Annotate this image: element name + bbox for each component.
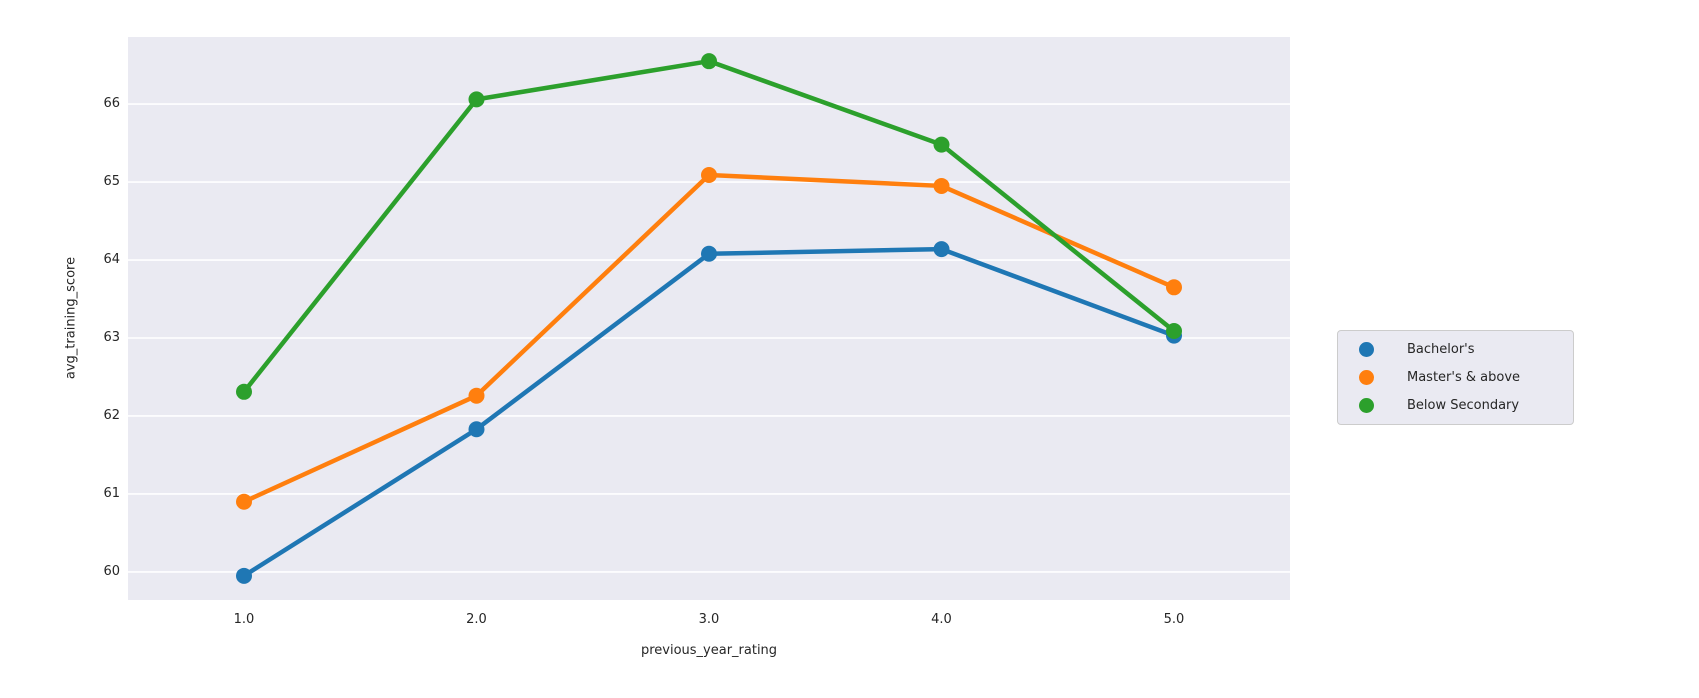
legend-label: Master's & above [1407, 369, 1521, 385]
plot-area [128, 37, 1290, 600]
y-tick-label: 65 [103, 174, 120, 190]
legend-marker-icon [1359, 397, 1374, 413]
legend-item: Master's & above [1338, 363, 1573, 391]
data-point [701, 167, 717, 184]
data-point [1166, 279, 1182, 296]
y-tick-label: 60 [103, 563, 120, 579]
legend-label: Bachelor's [1407, 341, 1475, 357]
series-line [241, 246, 1177, 579]
chart-svg [128, 53, 1290, 584]
data-point [701, 245, 717, 262]
y-tick-label: 64 [103, 252, 120, 268]
y-tick-label: 61 [103, 485, 120, 501]
legend-item: Bachelor's [1338, 335, 1573, 363]
legend: Bachelor's Master's & above Below Secondar… [1337, 330, 1574, 425]
x-axis-label: previous_year_rating [640, 643, 778, 658]
legend-label: Below Secondary [1407, 397, 1520, 413]
y-tick-label: 66 [103, 96, 120, 112]
x-tick-label: 3.0 [698, 612, 720, 627]
data-point [236, 567, 252, 584]
data-point [468, 421, 485, 438]
legend-marker-icon [1359, 341, 1374, 357]
data-point [468, 91, 485, 108]
legend-item: Below Secondary [1338, 391, 1573, 419]
y-axis-label: avg_training_score [63, 256, 79, 380]
y-tick-label: 62 [103, 407, 120, 423]
x-tick-label: 4.0 [931, 612, 952, 627]
y-tick-label: 63 [103, 329, 120, 345]
data-point [236, 493, 252, 510]
data-point [933, 177, 950, 194]
legend-marker-icon [1359, 369, 1374, 385]
data-point [1166, 322, 1182, 339]
data-point [933, 136, 950, 153]
data-point [701, 53, 717, 70]
x-tick-label: 2.0 [466, 612, 487, 627]
data-point [933, 241, 950, 258]
x-tick-label: 5.0 [1163, 612, 1185, 627]
x-tick-label: 1.0 [233, 612, 255, 627]
data-point [236, 383, 252, 400]
data-point [468, 387, 485, 404]
